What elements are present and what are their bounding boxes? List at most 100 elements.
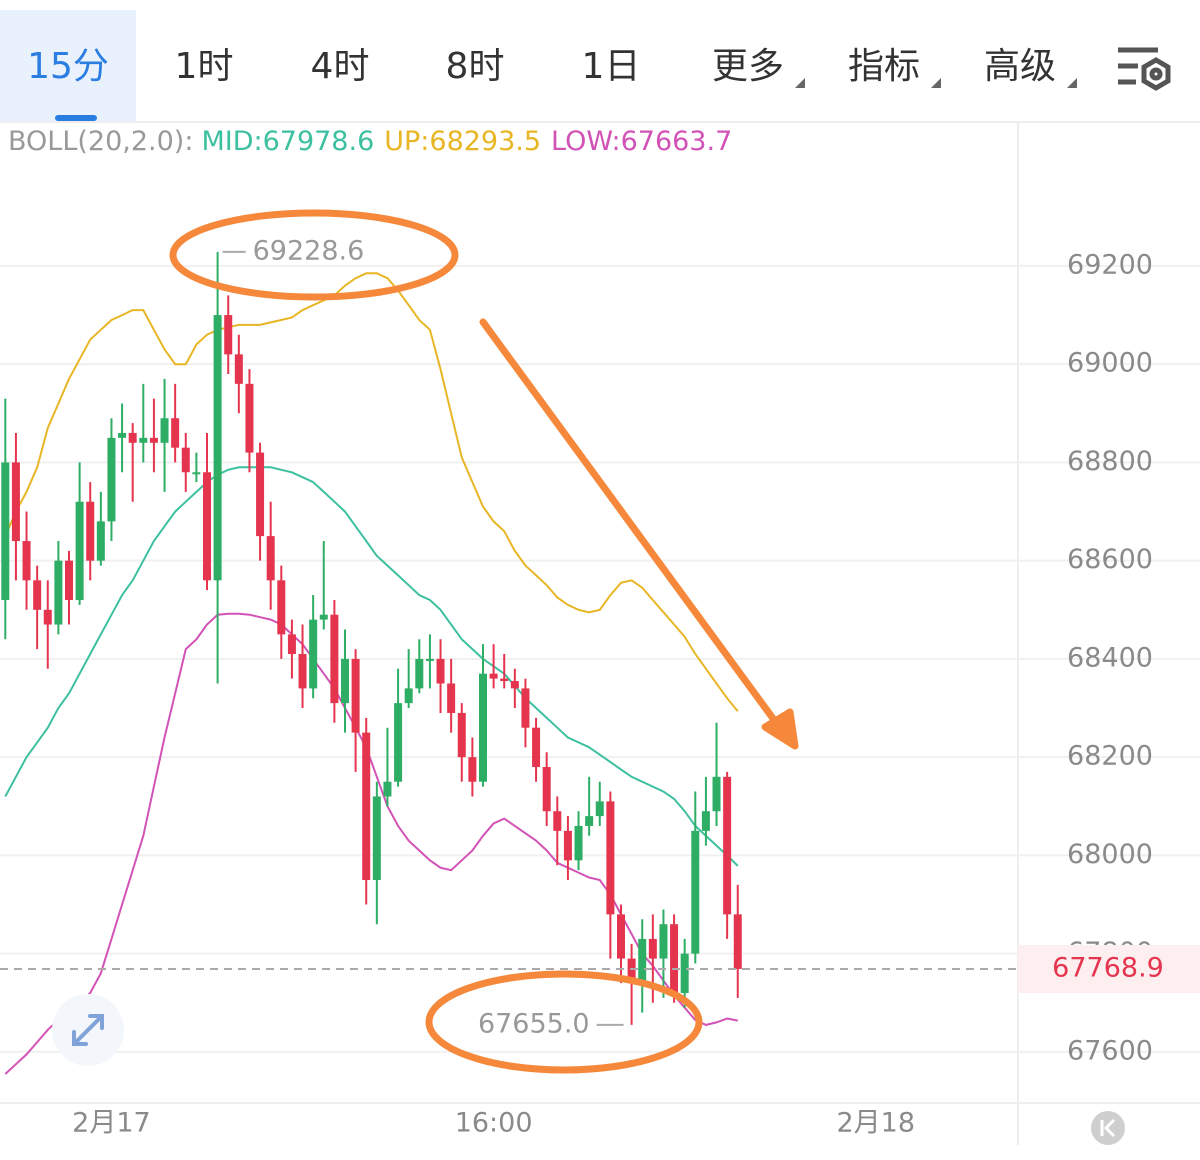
candle-body (733, 914, 742, 969)
tab[interactable]: 1时 (175, 46, 234, 87)
x-tick-label: 16:00 (455, 1108, 533, 1139)
candle-body (616, 914, 625, 959)
candle-body (404, 688, 413, 704)
candle-body (701, 811, 710, 831)
tab-bar: 15分 1时 4时 8时 1日 更多 指标 高级 (27, 46, 1056, 87)
candle-body (457, 712, 466, 758)
candle-body (394, 703, 403, 782)
candle-body (585, 816, 594, 826)
last-price-label: 67768.9 (1052, 952, 1164, 983)
y-tick-label: 68800 (1067, 446, 1153, 477)
candle-body (553, 811, 562, 831)
boll-line (4, 466, 739, 867)
candle-body (532, 727, 541, 767)
candle-body (256, 452, 265, 537)
tab[interactable]: 8时 (446, 46, 505, 87)
candle-body (383, 781, 392, 797)
candle-body (202, 472, 211, 581)
candle-body (75, 501, 84, 600)
candle-body (478, 673, 487, 782)
candle-body (213, 315, 222, 581)
candle-body (351, 658, 360, 733)
candle-body (139, 437, 148, 443)
min-label: 67655.0 (478, 1008, 590, 1039)
active-tab-bg (0, 10, 136, 122)
legend-name: UP: (384, 126, 429, 157)
legend-name: MID: (201, 126, 262, 157)
candle-body (447, 683, 456, 713)
candle-body (489, 673, 498, 679)
candle-body (33, 580, 42, 610)
legend-value: 67663.7 (621, 126, 733, 157)
candle-body (330, 614, 339, 704)
candle-body (192, 472, 201, 475)
candle-body (648, 938, 657, 959)
tab[interactable]: 高级 (984, 46, 1056, 87)
y-tick-label: 68200 (1067, 741, 1153, 772)
candle-body (500, 678, 509, 682)
tab[interactable]: 指标 (848, 46, 920, 87)
candle-body (627, 958, 636, 984)
boll-line (4, 612, 738, 1075)
candle-body (160, 418, 169, 443)
candle-body (298, 654, 307, 689)
tab[interactable]: 更多 (712, 46, 784, 87)
candle-body (96, 521, 105, 561)
candle-body (415, 658, 424, 689)
tab[interactable]: 1日 (582, 46, 641, 87)
candle-body (128, 432, 137, 443)
y-tick-label: 68000 (1067, 839, 1153, 870)
legend-value: 67978.6 (263, 126, 375, 157)
candle-body (181, 447, 190, 473)
candle-body (362, 732, 371, 880)
x-tick-label: 2月17 (72, 1108, 151, 1139)
x-tick-label: 2月18 (836, 1108, 915, 1139)
boll-legend: BOLL(20,2.0): MID:67978.6 UP:68293.5 LOW:67… (8, 126, 732, 157)
scroll-latest-button[interactable] (1091, 1111, 1125, 1145)
candle-body (107, 437, 116, 522)
candle-body (245, 383, 254, 453)
boll-line (4, 272, 739, 712)
candle-body (691, 830, 700, 954)
candle-body (266, 536, 275, 581)
candle-body (64, 560, 73, 600)
y-tick-label: 67600 (1067, 1035, 1153, 1066)
candle-body (340, 658, 349, 704)
candle-body (563, 830, 572, 861)
candle-body (372, 796, 381, 880)
settings-icon[interactable] (1118, 47, 1171, 91)
last-price-box (1018, 944, 1200, 993)
candle-body (277, 580, 286, 635)
expand-icon[interactable] (52, 994, 124, 1066)
candle-body (234, 354, 243, 384)
candle-body (43, 609, 52, 625)
dropdown-caret (931, 78, 941, 88)
grid: 6760067800680006820068400686006880069000… (0, 249, 1200, 1139)
indicator-name: BOLL(20,2.0): (8, 126, 193, 157)
candle-body (309, 619, 318, 689)
candle-body (319, 614, 328, 620)
active-tab-indicator (55, 115, 97, 121)
candle-body (468, 757, 477, 782)
candle-body (171, 418, 180, 448)
candle-body (638, 938, 647, 984)
candle-body (287, 634, 296, 655)
dropdown-caret (1067, 78, 1077, 88)
candle-body (680, 953, 689, 993)
candle-body (712, 776, 721, 812)
plot: 69228.6 67655.0 67768.9 (0, 235, 1200, 1075)
candle-body (11, 462, 20, 542)
tab[interactable]: 15分 (27, 46, 109, 87)
candle-body (574, 825, 583, 861)
candle-body (1, 462, 10, 600)
candle-body (22, 541, 31, 581)
candle-body (425, 658, 434, 661)
legend-name: LOW: (551, 126, 621, 157)
candle-body (54, 560, 63, 625)
candle-body (723, 776, 732, 915)
tab[interactable]: 4时 (311, 46, 370, 87)
candle-body (659, 924, 668, 959)
candle-body (149, 437, 158, 443)
